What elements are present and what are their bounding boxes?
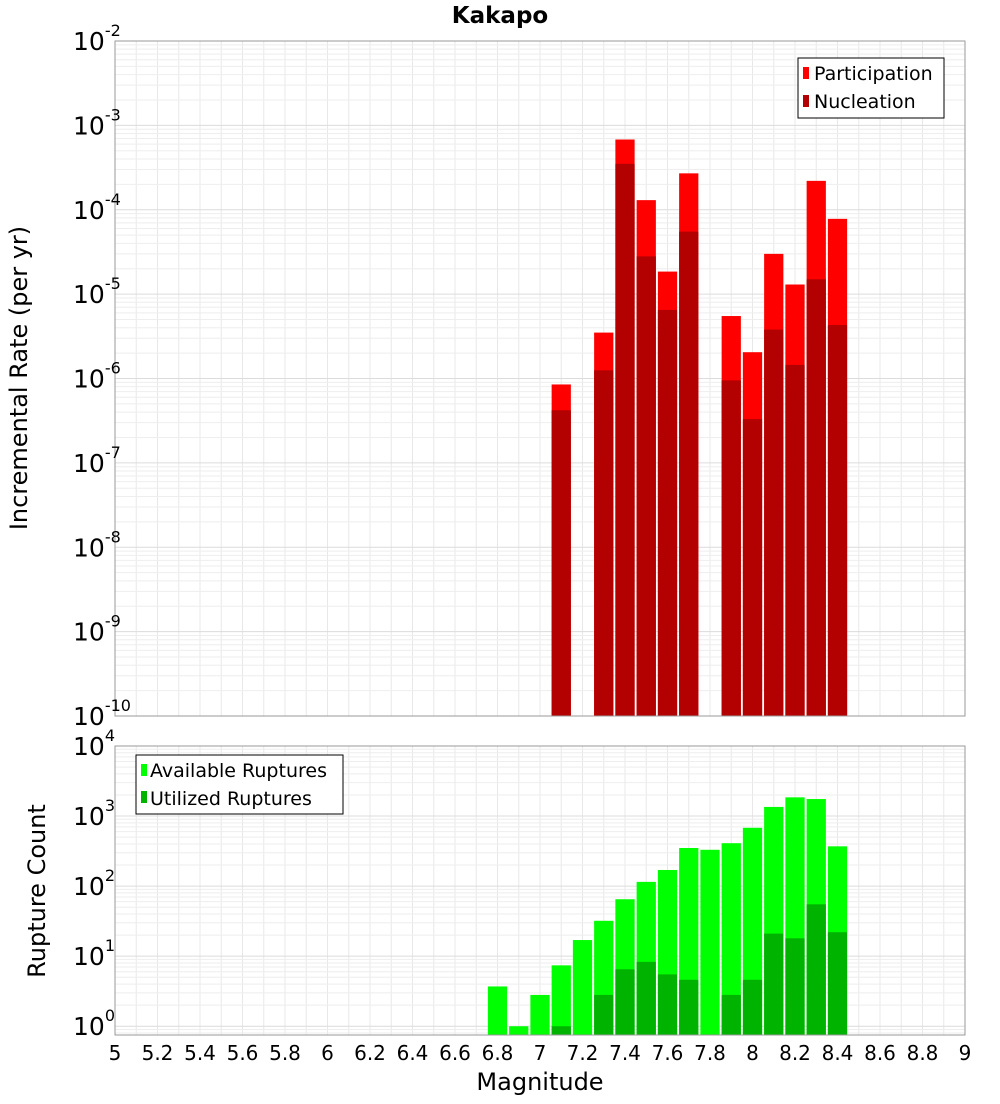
x-tick-label: 6.2 bbox=[354, 1041, 386, 1065]
top-y-tick-label: 10-9 bbox=[73, 612, 121, 647]
top-bar-nucleation bbox=[721, 380, 741, 716]
legend-label-nucleation: Nucleation bbox=[814, 91, 916, 113]
top-bar-nucleation bbox=[742, 419, 763, 716]
x-tick-label: 8.6 bbox=[864, 1041, 896, 1065]
x-tick-label: 8.2 bbox=[779, 1041, 811, 1065]
legend-label-available: Available Ruptures bbox=[150, 760, 327, 782]
top-legend: Participation Nucleation bbox=[797, 57, 945, 119]
legend-swatch-utilized bbox=[141, 791, 147, 803]
x-tick-label: 5.4 bbox=[184, 1041, 216, 1065]
x-tick-label: 8.8 bbox=[907, 1041, 939, 1065]
legend-label-utilized: Utilized Ruptures bbox=[150, 788, 312, 810]
bottom-bar-utilized-ruptures bbox=[806, 904, 826, 1035]
legend-label-participation: Participation bbox=[814, 63, 933, 85]
x-tick-label: 5.8 bbox=[269, 1041, 301, 1065]
top-y-tick-label: 10-8 bbox=[73, 527, 121, 562]
legend-swatch-participation bbox=[803, 67, 809, 79]
bottom-y-axis-label: Rupture Count bbox=[23, 804, 51, 978]
bottom-bar-utilized-ruptures bbox=[827, 932, 848, 1035]
bottom-bar-available-ruptures bbox=[700, 849, 720, 1035]
bottom-bar-utilized-ruptures bbox=[636, 961, 656, 1035]
bottom-bar-available-ruptures bbox=[530, 994, 550, 1035]
bottom-bar-available-ruptures bbox=[509, 1026, 529, 1035]
top-y-tick-label: 10-10 bbox=[73, 696, 131, 731]
bottom-y-tick-label: 102 bbox=[73, 866, 115, 901]
top-bar-nucleation bbox=[594, 370, 614, 716]
bottom-bar-utilized-ruptures bbox=[721, 994, 741, 1035]
bottom-bar-available-ruptures bbox=[572, 940, 593, 1035]
x-tick-label: 8.4 bbox=[822, 1041, 854, 1065]
bottom-y-tick-label: 103 bbox=[73, 796, 115, 831]
legend-swatch-nucleation bbox=[803, 95, 809, 107]
bottom-plot-frame bbox=[114, 745, 966, 1036]
bottom-bar-utilized-ruptures bbox=[764, 933, 784, 1035]
x-tick-label: 6.4 bbox=[397, 1041, 429, 1065]
bottom-y-tick-label: 104 bbox=[73, 726, 115, 761]
top-bar-nucleation bbox=[827, 325, 848, 716]
bottom-bars bbox=[487, 797, 848, 1035]
top-bars bbox=[551, 139, 848, 717]
top-bar-nucleation bbox=[615, 163, 635, 717]
x-tick-label: 6.8 bbox=[482, 1041, 514, 1065]
x-tick-label: 7.2 bbox=[567, 1041, 599, 1065]
bottom-bar-available-ruptures bbox=[487, 986, 508, 1035]
bottom-y-tick-label: 101 bbox=[73, 936, 115, 971]
bottom-bar-utilized-ruptures bbox=[594, 994, 614, 1035]
bottom-bar-available-ruptures bbox=[551, 965, 571, 1035]
top-y-tick-label: 10-5 bbox=[73, 274, 121, 309]
top-bar-nucleation bbox=[657, 309, 678, 716]
top-bar-nucleation bbox=[551, 410, 571, 716]
x-tick-label: 6 bbox=[321, 1041, 334, 1065]
x-tick-label: 7 bbox=[534, 1041, 547, 1065]
top-y-tick-label: 10-2 bbox=[73, 21, 121, 56]
bottom-bar-utilized-ruptures bbox=[551, 1026, 571, 1035]
top-y-tick-labels: 10-10 10-9 10-8 10-7 10-6 10-5 10-4 10-3 10-2 bbox=[73, 21, 131, 731]
bottom-bar-available-ruptures bbox=[721, 843, 741, 1035]
x-tick-label: 5.6 bbox=[227, 1041, 259, 1065]
chart-title: Kakapo bbox=[452, 3, 548, 29]
x-tick-label: 5 bbox=[109, 1041, 122, 1065]
bottom-y-tick-labels: 100 101 102 103 104 bbox=[73, 726, 115, 1041]
top-y-tick-label: 10-4 bbox=[73, 190, 121, 225]
bottom-legend-box bbox=[135, 754, 344, 815]
bottom-bar-utilized-ruptures bbox=[679, 979, 699, 1035]
x-tick-label: 6.6 bbox=[439, 1041, 471, 1065]
top-y-tick-label: 10-7 bbox=[73, 443, 121, 478]
top-y-tick-label: 10-6 bbox=[73, 359, 121, 394]
top-y-axis-label: Incremental Rate (per yr) bbox=[5, 226, 33, 530]
bottom-bar-utilized-ruptures bbox=[657, 974, 678, 1035]
bottom-bar-utilized-ruptures bbox=[615, 969, 635, 1035]
top-bar-nucleation bbox=[636, 256, 656, 716]
x-axis-label: Magnitude bbox=[476, 1068, 603, 1096]
top-bar-nucleation bbox=[785, 364, 805, 716]
top-bar-nucleation bbox=[764, 329, 784, 716]
x-tick-label: 7.6 bbox=[652, 1041, 684, 1065]
top-plot-frame bbox=[114, 40, 966, 717]
x-tick-label: 8 bbox=[746, 1041, 759, 1065]
x-tick-label: 7.8 bbox=[694, 1041, 726, 1065]
x-tick-label: 5.2 bbox=[142, 1041, 174, 1065]
x-tick-label: 7.4 bbox=[609, 1041, 641, 1065]
top-bar-nucleation bbox=[679, 231, 699, 716]
bottom-bar-utilized-ruptures bbox=[785, 938, 805, 1035]
x-tick-labels: 5 5.2 5.4 5.6 5.8 6 6.2 6.4 6.6 6.8 7 7.2 7.4 7.6 7.8 8… bbox=[109, 1041, 972, 1065]
top-y-tick-label: 10-3 bbox=[73, 105, 121, 140]
x-tick-label: 9 bbox=[959, 1041, 972, 1065]
bottom-y-tick-label: 100 bbox=[73, 1006, 115, 1041]
top-legend-box bbox=[797, 57, 945, 119]
legend-swatch-available bbox=[141, 764, 147, 776]
bottom-legend: Available Ruptures Utilized Ruptures bbox=[135, 754, 344, 815]
bottom-bar-utilized-ruptures bbox=[742, 979, 763, 1035]
top-bar-nucleation bbox=[806, 279, 826, 716]
